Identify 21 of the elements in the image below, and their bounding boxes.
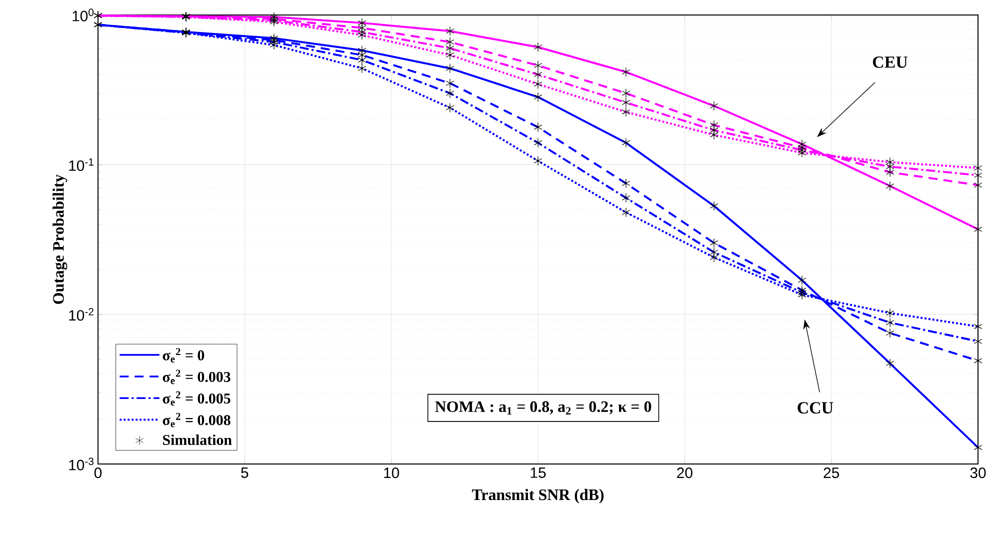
x-tick-label: 30 [970,468,986,478]
y-tick-label: 10$^{-1}$ [69,158,94,171]
legend-label: σ$_{e}$$^{2}$ = 0.003 [162,370,230,384]
y-tick-label: 10$^{-3}$ [69,458,94,470]
annotation: CCU [798,402,834,414]
x-axis-title: Transmit SNR (dB) [472,488,604,504]
x-tick-label: 15 [530,468,546,478]
x-tick-label: 0 [94,468,102,478]
x-tick-label: 10 [384,468,400,478]
x-tick-label: 5 [241,468,248,478]
legend-label: σ$_{e}$$^{2}$ = 0 [162,348,204,362]
y-tick-label: 10$^{0}$ [72,8,94,22]
x-tick-label: 25 [824,468,840,478]
annotation: CEU [872,56,908,68]
legend-label: Simulation [163,434,232,446]
y-axis-title: Outage Probability [52,174,68,304]
legend-label: σ$_{e}$$^{2}$ = 0.005 [162,391,230,406]
annotation: NOMA : a$_{1}$ = 0.8, a$_{2}$ = 0.2; κ = 0 [435,401,652,414]
legend-label: σ$_{e}$$^{2}$ = 0.008 [162,412,230,428]
x-tick-label: 20 [677,468,692,478]
y-tick-label: 10$^{-2}$ [69,308,94,321]
